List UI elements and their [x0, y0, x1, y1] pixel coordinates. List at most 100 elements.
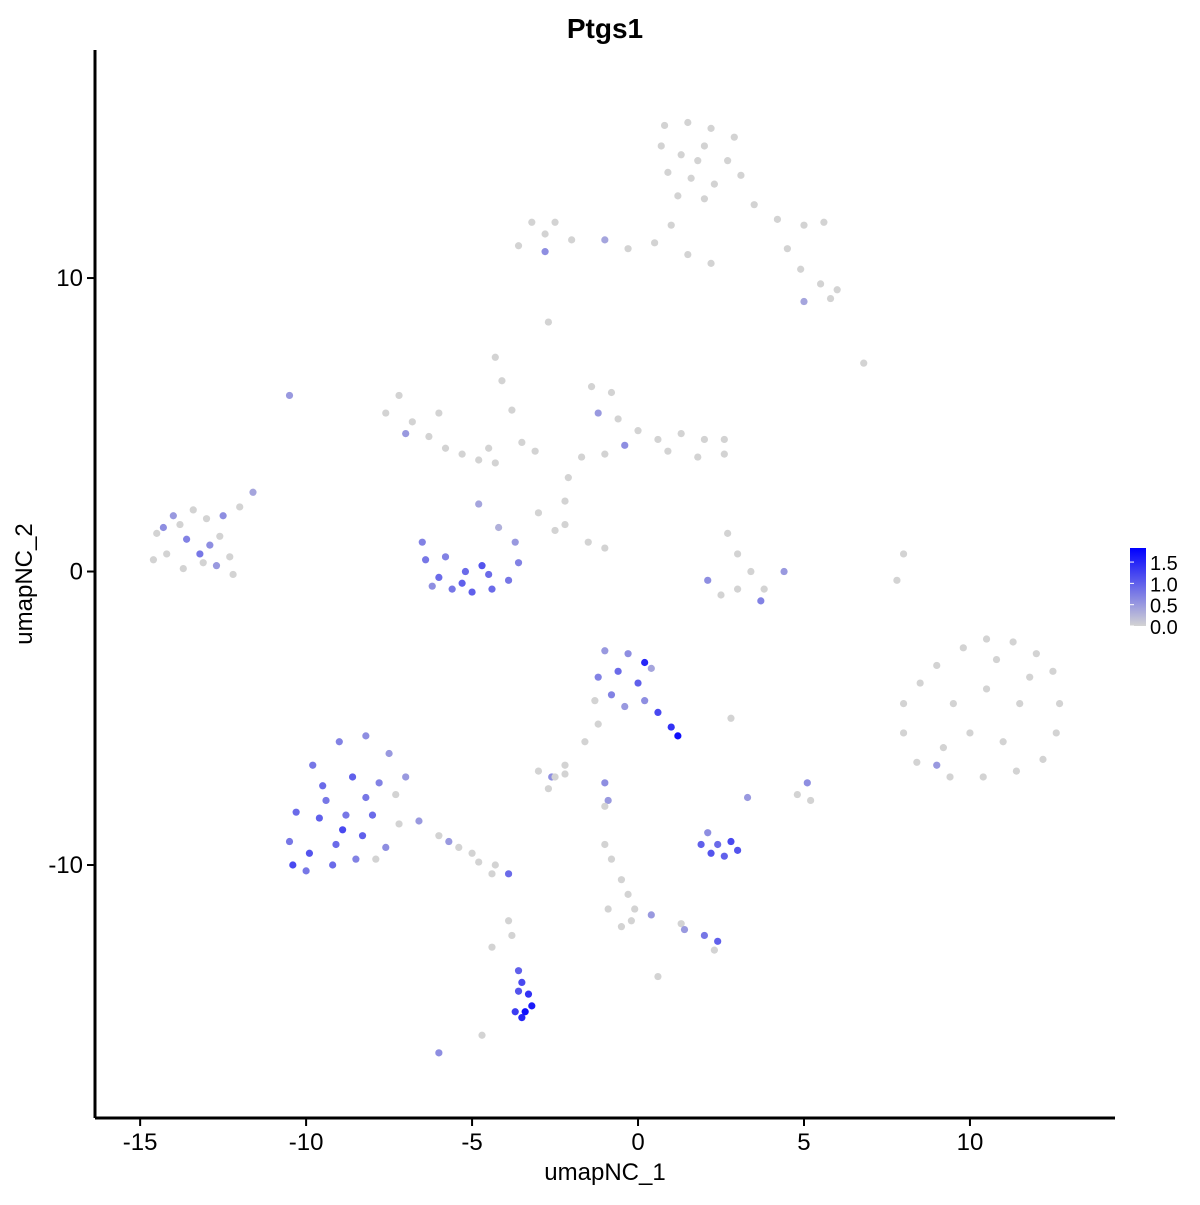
cell-point	[687, 174, 695, 182]
cell-point	[418, 538, 426, 546]
cell-point	[707, 259, 715, 267]
cell-point	[899, 699, 908, 708]
cell-point	[654, 435, 662, 444]
cell-point	[667, 723, 675, 731]
cell-point	[568, 236, 576, 244]
cell-point	[498, 377, 506, 385]
x-tick-label: 5	[797, 1129, 810, 1156]
cell-point	[1009, 638, 1017, 646]
cell-point	[720, 435, 728, 444]
cell-point	[607, 691, 616, 699]
cell-point	[664, 168, 672, 176]
cell-point	[475, 858, 483, 866]
cell-point	[435, 1049, 443, 1057]
cell-point	[551, 526, 559, 535]
cell-point	[508, 931, 516, 940]
cell-point	[302, 867, 310, 875]
cell-point	[657, 142, 665, 150]
cell-point	[395, 820, 403, 828]
cell-point	[820, 218, 828, 226]
cell-point	[601, 544, 609, 552]
cell-point	[707, 849, 715, 857]
cell-point	[577, 453, 586, 461]
cell-point	[514, 242, 523, 250]
cell-point	[604, 905, 612, 913]
cell-point	[621, 702, 629, 711]
cell-point	[631, 905, 639, 913]
cell-point	[362, 732, 370, 740]
cell-point	[315, 814, 323, 822]
cell-point	[415, 817, 423, 825]
cell-point	[435, 573, 443, 581]
cell-point	[541, 230, 549, 238]
cell-point	[982, 685, 991, 693]
cell-point	[382, 843, 390, 852]
cell-point	[319, 782, 327, 790]
cell-point	[949, 699, 957, 708]
cell-point	[584, 538, 592, 546]
cell-point	[206, 541, 214, 549]
cell-point	[1052, 729, 1060, 737]
cell-point	[514, 987, 523, 995]
cell-point	[189, 506, 197, 514]
x-tick-label: 0	[631, 1129, 644, 1156]
cell-point	[607, 855, 616, 863]
cell-point	[780, 567, 788, 576]
cell-point	[468, 588, 476, 596]
cell-point	[339, 826, 347, 834]
cell-point	[358, 832, 367, 840]
colorbar-label: 1.5	[1150, 553, 1178, 575]
x-tick-label: -15	[123, 1129, 158, 1156]
cell-point	[601, 647, 609, 655]
colorbar-label: 0.5	[1150, 596, 1178, 618]
cell-point	[654, 972, 662, 981]
cell-point	[322, 796, 330, 805]
cell-point	[717, 591, 725, 599]
cell-point	[641, 697, 649, 705]
cell-point	[667, 221, 675, 229]
cell-point	[594, 673, 602, 681]
cell-point	[737, 171, 745, 179]
cell-point	[641, 658, 649, 667]
cell-point	[724, 157, 732, 165]
cell-point	[677, 151, 685, 159]
cell-point	[966, 729, 974, 737]
cell-point	[591, 697, 599, 705]
cell-point	[704, 576, 712, 584]
cell-point	[654, 708, 662, 717]
cell-point	[684, 118, 692, 127]
cell-point	[807, 796, 815, 805]
cell-point	[700, 195, 709, 203]
cell-point	[982, 635, 991, 643]
cell-point	[202, 515, 211, 523]
cell-point	[285, 391, 294, 400]
cell-point	[541, 248, 549, 256]
cell-point	[773, 215, 782, 223]
cell-point	[518, 1014, 526, 1022]
y-tick-label: 0	[70, 559, 83, 586]
cell-point	[544, 318, 553, 326]
cell-point	[561, 520, 569, 529]
cell-point	[581, 738, 589, 746]
cell-point	[488, 870, 496, 878]
cell-point	[959, 644, 967, 652]
cell-point	[153, 529, 161, 537]
cell-point	[627, 917, 635, 925]
cell-point	[601, 236, 609, 244]
cell-point	[475, 500, 483, 508]
cell-point	[624, 245, 632, 253]
cell-point	[495, 523, 503, 532]
cell-point	[352, 855, 360, 863]
cell-point	[183, 535, 191, 543]
cell-point	[601, 802, 609, 810]
cell-point	[448, 585, 456, 593]
cell-point	[382, 409, 390, 417]
cell-point	[219, 512, 227, 520]
cell-point	[491, 861, 499, 869]
cell-point	[196, 550, 204, 558]
cell-point	[249, 488, 257, 496]
cell-point	[601, 779, 609, 787]
cell-point	[455, 843, 463, 852]
cell-point	[664, 447, 672, 455]
cell-point	[475, 456, 483, 464]
